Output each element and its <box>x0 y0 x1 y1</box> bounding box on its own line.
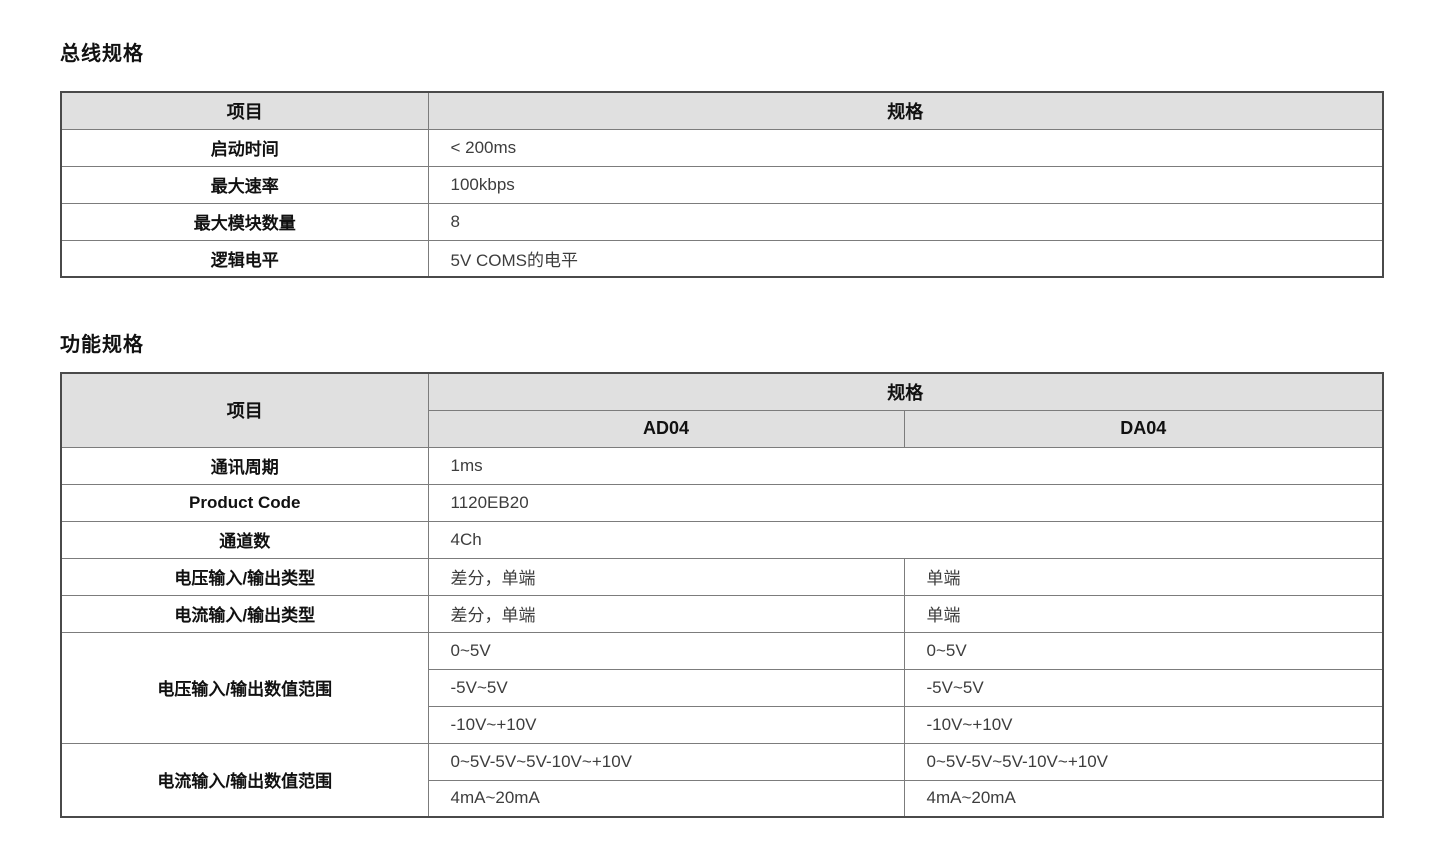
bus-row-startup-item: 启动时间 <box>60 128 429 167</box>
table-row: 电压输入/输出类型 差分，单端 单端 <box>60 557 1384 596</box>
table-subheader-row: AD04 DA04 <box>61 409 1384 448</box>
func-header-spec: 规格 <box>427 372 1384 411</box>
bus-row-maxmodules-value: 8 <box>427 202 1384 241</box>
func-row-voltagerange-0-da04: 0~5V <box>903 631 1384 670</box>
table-row: 启动时间 < 200ms <box>60 128 1384 167</box>
bus-row-maxrate-value: 100kbps <box>427 165 1384 204</box>
func-row-voltagerange-item: 电压输入/输出数值范围 <box>60 631 429 744</box>
function-spec-table: 项目 规格 AD04 DA04 通讯周期 1ms Product Code 11… <box>60 372 1384 818</box>
func-header-ad04: AD04 <box>427 409 905 448</box>
func-row-voltagerange-0-ad04: 0~5V <box>427 631 905 670</box>
function-spec-title: 功能规格 <box>60 334 144 356</box>
func-row-currenttype-item: 电流输入/输出类型 <box>60 594 429 633</box>
func-row-voltagerange-2-da04: -10V~+10V <box>903 705 1384 744</box>
func-row-currentrange-1-ad04: 4mA~20mA <box>427 779 905 818</box>
func-row-currenttype-da04: 单端 <box>903 594 1384 633</box>
table-row: -5V~5V -5V~5V <box>61 668 1384 707</box>
func-row-voltagetype-item: 电压输入/输出类型 <box>60 557 429 596</box>
func-row-voltagerange-1-da04: -5V~5V <box>903 668 1384 707</box>
func-row-currentrange-item: 电流输入/输出数值范围 <box>60 742 429 818</box>
func-row-voltagetype-da04: 单端 <box>903 557 1384 596</box>
func-row-currenttype-ad04: 差分，单端 <box>427 594 905 633</box>
bus-row-logiclevel-item: 逻辑电平 <box>60 239 429 278</box>
table-row: -10V~+10V -10V~+10V <box>61 705 1384 744</box>
bus-row-maxmodules-item: 最大模块数量 <box>60 202 429 241</box>
table-header-row: 项目 规格 <box>60 372 1384 448</box>
bus-row-maxrate-item: 最大速率 <box>60 165 429 204</box>
table-row: 通讯周期 1ms <box>60 446 1384 485</box>
table-row: 最大模块数量 8 <box>60 202 1384 241</box>
func-row-currentrange-1-da04: 4mA~20mA <box>903 779 1384 818</box>
func-header-da04: DA04 <box>903 409 1384 448</box>
table-header-row: 项目 规格 <box>60 91 1384 130</box>
table-row: 电流输入/输出数值范围 0~5V-5V~5V-10V~+10V 0~5V-5V~… <box>60 742 1384 818</box>
bus-spec-title: 总线规格 <box>60 43 144 65</box>
func-row-cycle-item: 通讯周期 <box>60 446 429 485</box>
func-row-cycle-value: 1ms <box>427 446 1384 485</box>
table-row: 最大速率 100kbps <box>60 165 1384 204</box>
table-row: 电流输入/输出类型 差分，单端 单端 <box>60 594 1384 633</box>
func-row-productcode-value: 1120EB20 <box>427 483 1384 522</box>
func-row-channels-item: 通道数 <box>60 520 429 559</box>
bus-spec-table: 项目 规格 启动时间 < 200ms 最大速率 100kbps 最大模块数量 8… <box>60 91 1384 278</box>
table-row: 逻辑电平 5V COMS的电平 <box>60 239 1384 278</box>
table-row: 电压输入/输出数值范围 0~5V 0~5V <box>60 631 1384 744</box>
table-row: Product Code 1120EB20 <box>60 483 1384 522</box>
table-row: 4mA~20mA 4mA~20mA <box>61 779 1384 818</box>
func-row-voltagetype-ad04: 差分，单端 <box>427 557 905 596</box>
bus-header-item: 项目 <box>60 91 429 130</box>
bus-header-spec: 规格 <box>427 91 1384 130</box>
func-row-channels-value: 4Ch <box>427 520 1384 559</box>
func-row-currentrange-0-da04: 0~5V-5V~5V-10V~+10V <box>903 742 1384 781</box>
table-row: 通道数 4Ch <box>60 520 1384 559</box>
func-row-voltagerange-2-ad04: -10V~+10V <box>427 705 905 744</box>
func-row-currentrange-0-ad04: 0~5V-5V~5V-10V~+10V <box>427 742 905 781</box>
func-row-voltagerange-1-ad04: -5V~5V <box>427 668 905 707</box>
bus-row-logiclevel-value: 5V COMS的电平 <box>427 239 1384 278</box>
func-row-productcode-item: Product Code <box>60 483 429 522</box>
func-header-item: 项目 <box>60 372 429 448</box>
bus-row-startup-value: < 200ms <box>427 128 1384 167</box>
